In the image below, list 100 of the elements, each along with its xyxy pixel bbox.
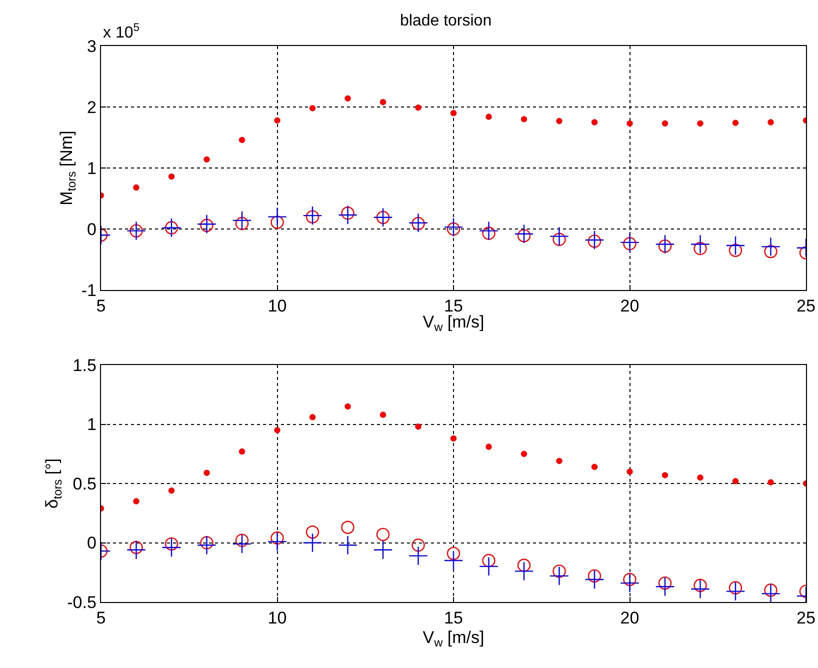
point: [164, 221, 178, 234]
point: [556, 458, 562, 464]
x-tick-label: 15: [444, 608, 463, 628]
point: [690, 579, 710, 599]
x-tick-label: 20: [620, 608, 640, 628]
x-tick-label: 5: [96, 608, 106, 628]
point: [197, 535, 216, 555]
y-tick-label: 3: [86, 36, 96, 56]
point: [306, 525, 320, 539]
point: [274, 427, 280, 434]
point: [450, 435, 457, 442]
point: [444, 550, 464, 570]
x-tick-label: 10: [268, 608, 287, 628]
point: [517, 558, 531, 572]
point: [408, 546, 428, 566]
point: [591, 119, 598, 126]
chart-title: blade torsion: [400, 12, 492, 30]
point: [344, 95, 351, 102]
y-tick-label: 0.5: [72, 474, 96, 494]
point: [235, 216, 249, 230]
point: [133, 498, 140, 504]
point: [126, 540, 146, 560]
point: [415, 104, 422, 111]
point: [588, 234, 602, 248]
point: [204, 156, 210, 163]
point: [164, 537, 178, 551]
y-tick-label: 2: [86, 98, 96, 117]
point: [623, 572, 636, 586]
point: [550, 226, 569, 246]
point: [130, 224, 143, 238]
point: [732, 478, 739, 484]
point: [306, 210, 320, 224]
point: [338, 205, 358, 225]
point: [444, 217, 464, 237]
point: [520, 450, 528, 457]
point: [662, 120, 668, 127]
y-tick-label: 1: [86, 158, 96, 178]
point: [450, 110, 457, 116]
point: [338, 535, 358, 555]
point: [200, 536, 214, 550]
point: [482, 554, 496, 568]
point: [415, 424, 422, 430]
point: [732, 120, 739, 126]
point: [591, 464, 598, 470]
point: [517, 229, 531, 242]
point: [584, 570, 604, 590]
point: [162, 218, 182, 238]
point: [520, 116, 528, 122]
x-tick-label: 25: [796, 296, 816, 316]
point: [133, 184, 140, 191]
x-tick-label: 10: [268, 296, 287, 316]
y-tick-label: 1.5: [72, 356, 96, 375]
point: [761, 584, 780, 602]
point: [341, 206, 354, 220]
x-tick-label: 20: [620, 296, 640, 316]
point: [655, 234, 675, 254]
point: [200, 218, 214, 232]
point: [768, 479, 774, 486]
point: [341, 520, 354, 534]
x-tick-label: 5: [96, 296, 106, 316]
y-tick-label: 0: [86, 534, 96, 553]
point: [268, 207, 287, 226]
point: [655, 576, 675, 596]
point: [584, 230, 604, 250]
x-tick-label: 25: [796, 608, 816, 628]
point: [764, 584, 778, 597]
point: [309, 414, 316, 420]
point: [162, 538, 182, 558]
point: [761, 236, 780, 256]
point: [486, 114, 492, 120]
point: [408, 213, 428, 233]
point: [309, 105, 316, 112]
point: [486, 444, 492, 450]
point: [690, 234, 710, 254]
point: [412, 216, 425, 230]
point: [270, 216, 284, 229]
point: [274, 117, 280, 124]
point: [550, 566, 569, 586]
point: [726, 236, 746, 256]
point: [482, 226, 496, 240]
point: [130, 540, 143, 554]
point: [270, 531, 284, 545]
point: [620, 573, 640, 593]
point: [373, 540, 393, 560]
point: [514, 224, 534, 244]
point: [380, 412, 386, 418]
point: [168, 173, 175, 180]
point: [658, 239, 672, 253]
point: [697, 474, 704, 481]
point: [479, 221, 498, 241]
point: [412, 538, 425, 552]
point: [446, 222, 460, 236]
point: [235, 534, 249, 547]
point: [552, 564, 566, 578]
y-tick-label: -0.5: [67, 592, 96, 612]
point: [479, 556, 498, 576]
point: [268, 532, 287, 552]
point: [126, 221, 146, 241]
point: [728, 581, 742, 594]
point: [588, 569, 602, 583]
